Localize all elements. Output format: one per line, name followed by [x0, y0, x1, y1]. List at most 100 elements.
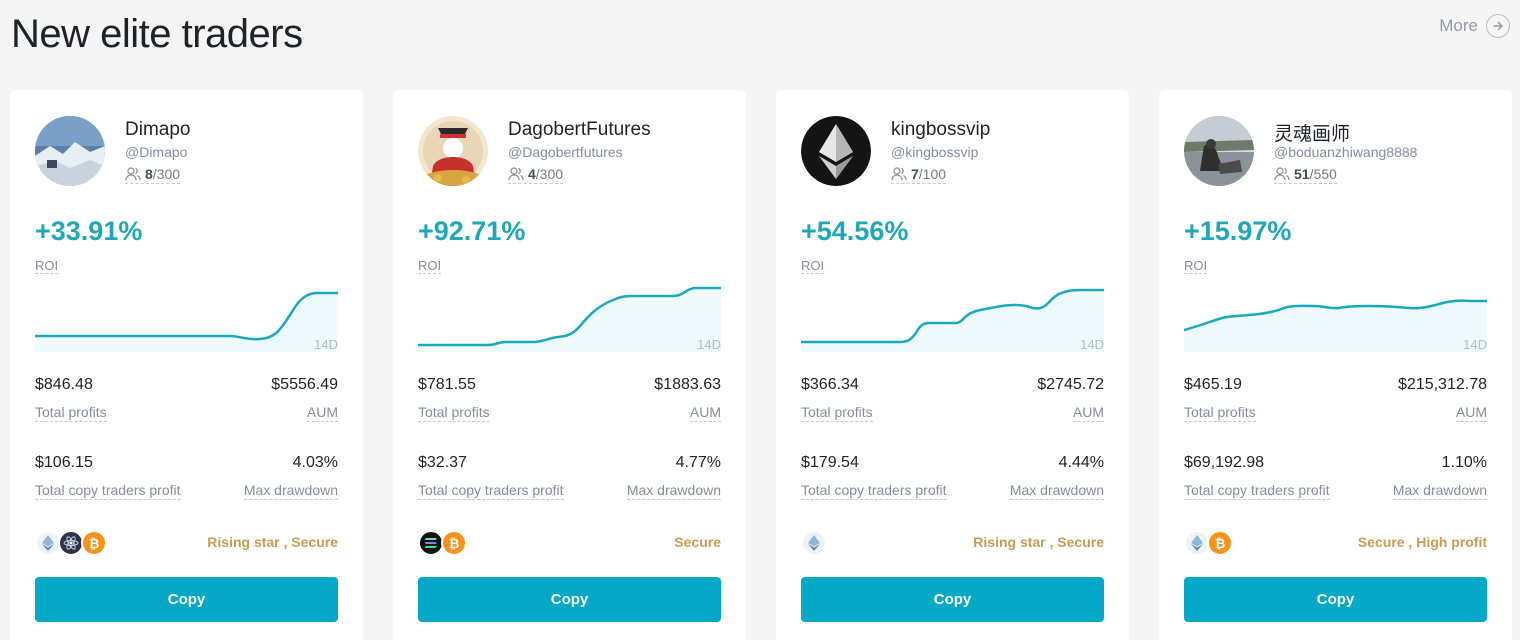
- trader-handle: @Dagobertfutures: [508, 144, 623, 160]
- copier-capacity: /300: [152, 166, 181, 182]
- coin-list: ₿: [418, 530, 467, 556]
- coin-list: [801, 530, 827, 556]
- trader-handle: @Dimapo: [125, 144, 188, 160]
- trader-card[interactable]: kingbossvip @kingbossvip 7/100 +54.56% R…: [776, 90, 1129, 640]
- chart-period: 14D: [1463, 337, 1487, 352]
- chart-period: 14D: [314, 337, 338, 352]
- total-profits-label: Total profits: [1184, 404, 1256, 422]
- arrow-right-icon: [1486, 14, 1510, 38]
- drawdown-label: Max drawdown: [1009, 482, 1104, 500]
- aum-value: $5556.49: [271, 376, 338, 393]
- coin-list: ₿: [35, 530, 107, 556]
- more-link[interactable]: More: [1439, 14, 1510, 38]
- drawdown-label: Max drawdown: [626, 482, 721, 500]
- total-profits-value: $846.48: [35, 376, 93, 393]
- trader-card[interactable]: DagobertFutures @Dagobertfutures 4/300 +…: [393, 90, 746, 640]
- solana-icon: [418, 530, 444, 556]
- copy-button[interactable]: Copy: [1184, 577, 1487, 622]
- roi-value: +15.97%: [1184, 216, 1292, 246]
- trader-card[interactable]: Dimapo @Dimapo 8/300 +33.91% ROI 14D $84…: [10, 90, 363, 640]
- drawdown-value: 4.77%: [675, 454, 721, 471]
- copy-profit-label: Total copy traders profit: [801, 482, 947, 500]
- trader-name[interactable]: DagobertFutures: [508, 119, 651, 140]
- stats-label-row: Total profits AUM: [1184, 404, 1487, 422]
- roi-value: +54.56%: [801, 216, 909, 246]
- roi-label: ROI: [35, 258, 59, 274]
- aum-value: $1883.63: [654, 376, 721, 393]
- coin-list: ₿: [1184, 530, 1233, 556]
- bitcoin-icon: ₿: [81, 530, 107, 556]
- chart-period: 14D: [697, 337, 721, 352]
- trader-name[interactable]: 灵魂画师: [1274, 124, 1351, 145]
- stats-label-row: Total copy traders profit Max drawdown: [1184, 482, 1487, 500]
- roi-value: +92.71%: [418, 216, 526, 246]
- total-profits-label: Total profits: [801, 404, 873, 422]
- copier-current: 51: [1294, 166, 1310, 182]
- drawdown-label: Max drawdown: [243, 482, 338, 500]
- bitcoin-icon: ₿: [441, 530, 467, 556]
- section-header: New elite traders More: [0, 0, 1520, 80]
- roi-label: ROI: [1184, 258, 1208, 274]
- stats-row: $32.37 4.77%: [418, 454, 721, 472]
- copy-profit-value: $106.15: [35, 454, 93, 471]
- aum-label: AUM: [306, 404, 338, 422]
- copy-profit-label: Total copy traders profit: [1184, 482, 1330, 500]
- trader-tags: Secure , High profit: [1357, 534, 1487, 550]
- section-title: New elite traders: [11, 12, 303, 56]
- users-icon: [508, 167, 524, 181]
- copier-capacity: /100: [918, 166, 947, 182]
- stats-row: $106.15 4.03%: [35, 454, 338, 472]
- stats-label-row: Total copy traders profit Max drawdown: [418, 482, 721, 500]
- total-profits-value: $781.55: [418, 376, 476, 393]
- copier-current: 4: [528, 166, 536, 182]
- stats-row: $366.34 $2745.72: [801, 376, 1104, 394]
- total-profits-value: $366.34: [801, 376, 859, 393]
- stats-row: $465.19 $215,312.78: [1184, 376, 1487, 394]
- copy-button[interactable]: Copy: [418, 577, 721, 622]
- avatar[interactable]: [801, 116, 871, 186]
- roi-chart: 14D: [35, 280, 338, 352]
- total-profits-value: $465.19: [1184, 376, 1242, 393]
- avatar[interactable]: [35, 116, 105, 186]
- copy-button[interactable]: Copy: [35, 577, 338, 622]
- aum-value: $215,312.78: [1398, 376, 1487, 393]
- copy-profit-label: Total copy traders profit: [418, 482, 564, 500]
- copier-count: 4/300: [508, 166, 564, 184]
- stats-label-row: Total copy traders profit Max drawdown: [801, 482, 1104, 500]
- trader-tags: Rising star , Secure: [207, 534, 338, 550]
- trader-card[interactable]: 灵魂画师 @boduanzhiwang8888 51/550 +15.97% R…: [1159, 90, 1512, 640]
- avatar[interactable]: [418, 116, 488, 186]
- drawdown-value: 4.03%: [292, 454, 338, 471]
- copy-profit-label: Total copy traders profit: [35, 482, 181, 500]
- copier-capacity: /550: [1309, 166, 1337, 182]
- roi-label: ROI: [801, 258, 825, 274]
- stats-row: $846.48 $5556.49: [35, 376, 338, 394]
- ethereum-icon: [801, 530, 827, 556]
- copy-profit-value: $32.37: [418, 454, 467, 471]
- total-profits-label: Total profits: [418, 404, 490, 422]
- stats-label-row: Total copy traders profit Max drawdown: [35, 482, 338, 500]
- chart-period: 14D: [1080, 337, 1104, 352]
- stats-label-row: Total profits AUM: [35, 404, 338, 422]
- trader-cards: Dimapo @Dimapo 8/300 +33.91% ROI 14D $84…: [10, 90, 1512, 640]
- users-icon: [891, 167, 907, 181]
- copier-count: 7/100: [891, 166, 947, 184]
- trader-name[interactable]: Dimapo: [125, 119, 191, 140]
- roi-chart: 14D: [418, 280, 721, 352]
- more-label: More: [1439, 16, 1478, 35]
- trader-handle: @kingbossvip: [891, 144, 979, 160]
- aum-value: $2745.72: [1037, 376, 1104, 393]
- users-icon: [1274, 167, 1290, 181]
- bitcoin-icon: ₿: [1207, 530, 1233, 556]
- stats-row: $179.54 4.44%: [801, 454, 1104, 472]
- copy-profit-value: $69,192.98: [1184, 454, 1265, 471]
- trader-tags: Secure: [674, 534, 721, 550]
- avatar[interactable]: [1184, 116, 1254, 186]
- copier-count: 8/300: [125, 166, 181, 184]
- drawdown-value: 1.10%: [1441, 454, 1487, 471]
- copier-capacity: /300: [535, 166, 564, 182]
- trader-name[interactable]: kingbossvip: [891, 119, 991, 140]
- aum-label: AUM: [1455, 404, 1487, 422]
- copy-button[interactable]: Copy: [801, 577, 1104, 622]
- total-profits-label: Total profits: [35, 404, 107, 422]
